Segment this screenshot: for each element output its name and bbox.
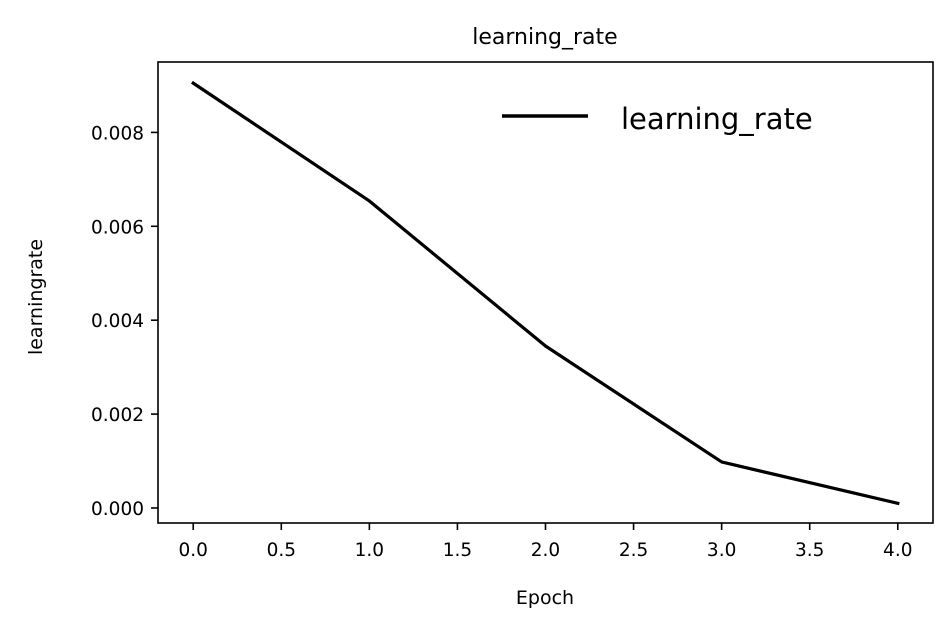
- plot-area-frame: [157, 61, 934, 524]
- y-axis-ticks: 0.000 0.002 0.004 0.006 0.008: [91, 123, 158, 520]
- y-tick-label: 0.004: [91, 311, 144, 332]
- y-axis-label: learningrate: [25, 239, 47, 355]
- x-tick-label: 2.5: [619, 540, 648, 561]
- legend: learning_rate: [502, 102, 813, 136]
- x-tick-label: 4.0: [883, 540, 912, 561]
- x-axis-label: Epoch: [516, 587, 574, 609]
- legend-label-learning-rate: learning_rate: [621, 102, 813, 136]
- series-layer: [191, 80, 900, 506]
- x-axis-ticks: 0.0 0.5 1.0 1.5 2.0 2.5 3.0 3.5 4.0: [179, 523, 912, 561]
- x-tick-label: 1.0: [355, 540, 384, 561]
- y-tick-label: 0.008: [91, 123, 144, 144]
- series-line-learning-rate: [191, 80, 900, 506]
- x-tick-label: 3.0: [707, 540, 736, 561]
- x-tick-label: 1.5: [443, 540, 472, 561]
- chart-title: learning_rate: [472, 25, 617, 50]
- y-tick-label: 0.000: [91, 499, 144, 520]
- x-tick-label: 2.0: [531, 540, 560, 561]
- x-tick-label: 0.0: [179, 540, 208, 561]
- x-tick-label: 3.5: [795, 540, 824, 561]
- x-tick-label: 0.5: [267, 540, 296, 561]
- y-tick-label: 0.006: [91, 217, 144, 238]
- y-tick-label: 0.002: [91, 405, 144, 426]
